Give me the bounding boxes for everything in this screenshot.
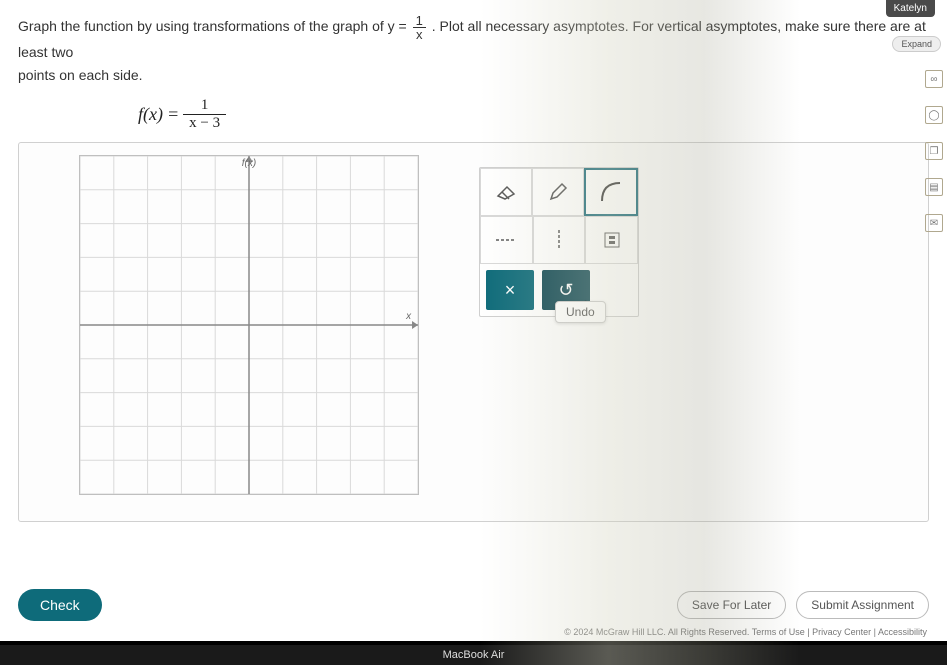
dashed-vline-icon xyxy=(554,228,564,252)
check-button[interactable]: Check xyxy=(18,589,102,621)
rail-icon-0[interactable]: ∞ xyxy=(925,70,943,88)
equation-num: 1 xyxy=(183,97,226,115)
rail-icon-4[interactable]: ✉ xyxy=(925,214,943,232)
submit-assignment-button[interactable]: Submit Assignment xyxy=(796,591,929,619)
legal-text: © 2024 McGraw Hill LLC. All Rights Reser… xyxy=(564,627,927,637)
svg-text:x: x xyxy=(405,311,412,322)
expand-button[interactable]: Expand xyxy=(892,36,941,52)
save-for-later-button[interactable]: Save For Later xyxy=(677,591,786,619)
tool-eraser[interactable] xyxy=(480,168,532,216)
question-base-frac: 1 x xyxy=(413,14,426,41)
question-line1: Graph the function by using transformati… xyxy=(18,14,929,63)
equation-frac: 1 x − 3 xyxy=(183,97,226,132)
dotted-line-icon xyxy=(494,235,518,245)
point-icon xyxy=(602,230,622,250)
question-line2: points on each side. xyxy=(18,67,929,83)
question-prefix: Graph the function by using transformati… xyxy=(18,18,388,34)
question-base-num: 1 xyxy=(413,14,426,28)
undo-tooltip: Undo xyxy=(555,301,606,323)
footer-bar: Check Save For Later Submit Assignment xyxy=(0,589,947,621)
clear-button[interactable]: × xyxy=(486,270,534,310)
macbook-bezel: MacBook Air xyxy=(0,641,947,665)
rail-icon-3[interactable]: ▤ xyxy=(925,178,943,196)
undo-symbol: ↺ xyxy=(558,280,573,301)
graph-y-label: f(x) xyxy=(242,158,256,169)
page-root: Katelyn Expand Graph the function by usi… xyxy=(0,0,947,665)
tool-curve[interactable] xyxy=(584,168,638,216)
eraser-icon xyxy=(495,184,517,200)
tool-row-2 xyxy=(480,216,638,264)
equation-den: x − 3 xyxy=(183,115,226,132)
user-badge: Katelyn xyxy=(886,0,935,17)
graph-canvas[interactable]: x xyxy=(80,156,418,494)
tool-pencil[interactable] xyxy=(532,168,584,216)
tool-panel: × ↺ xyxy=(479,167,639,317)
tool-vline[interactable] xyxy=(533,216,586,264)
tool-hline[interactable] xyxy=(480,216,533,264)
rail-icon-2[interactable]: ❐ xyxy=(925,142,943,160)
graph-box[interactable]: f(x) x xyxy=(79,155,419,495)
footer-right: Save For Later Submit Assignment xyxy=(677,591,929,619)
given-equation: f(x) = 1 x − 3 xyxy=(138,97,929,132)
question-base-den: x xyxy=(413,28,426,41)
right-rail: ∞ ◯ ❐ ▤ ✉ xyxy=(923,70,945,232)
tool-row-1 xyxy=(480,168,638,216)
rail-icon-1[interactable]: ◯ xyxy=(925,106,943,124)
tool-point[interactable] xyxy=(585,216,638,264)
question-base-lhs: y xyxy=(388,18,395,34)
curve-icon xyxy=(598,179,624,205)
equation-lhs: f(x) xyxy=(138,104,163,125)
work-area: f(x) x xyxy=(18,142,929,522)
pencil-icon xyxy=(548,182,568,202)
